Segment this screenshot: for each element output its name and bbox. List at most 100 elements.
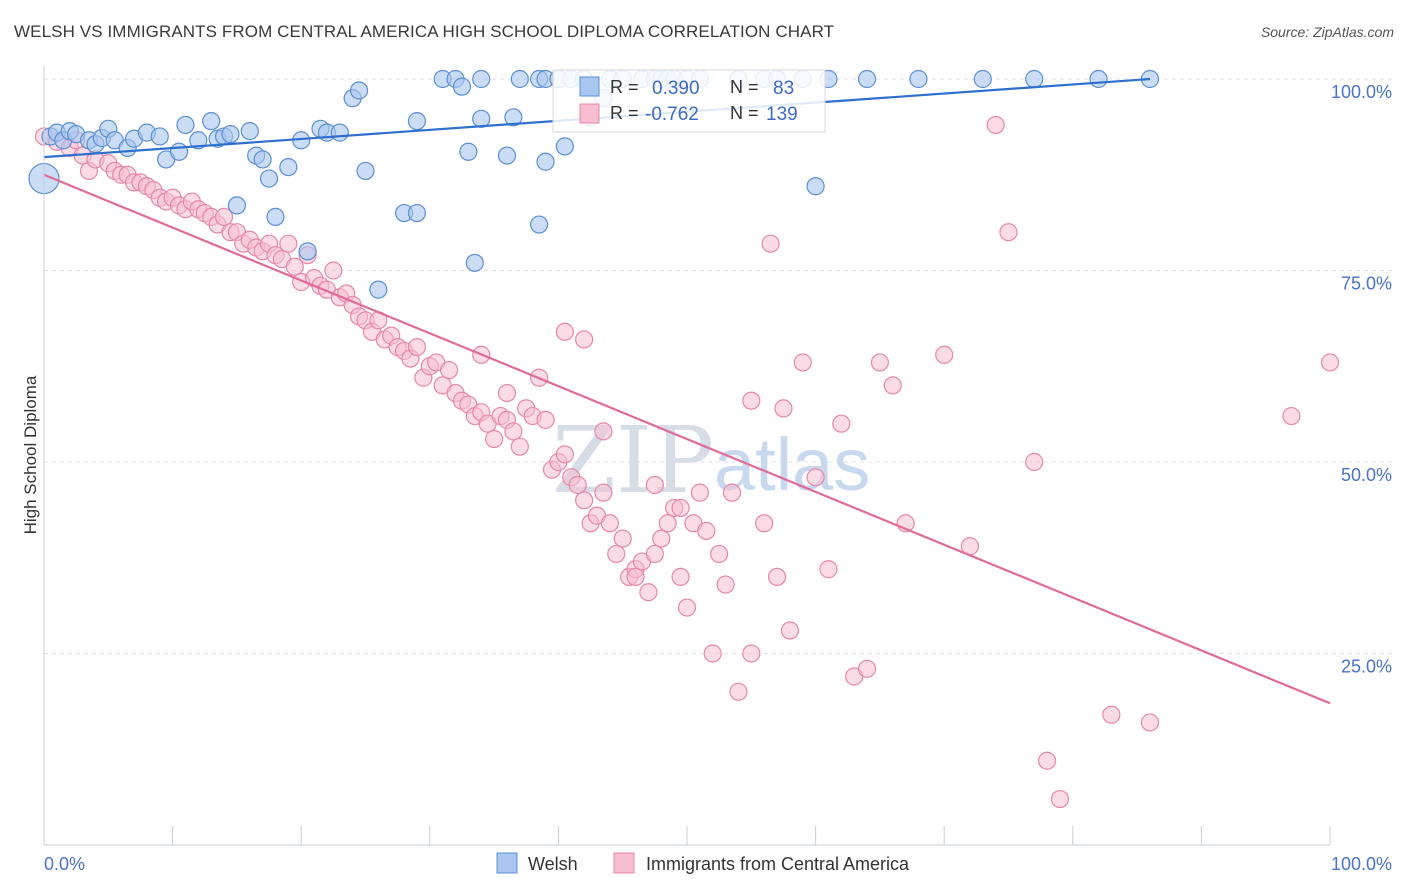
imm-point — [594, 483, 613, 502]
imm-point — [279, 234, 298, 253]
imm-point — [652, 529, 671, 548]
imm-point — [497, 383, 517, 403]
stats-imm-n-label: N = — [730, 103, 759, 123]
welsh-point — [240, 121, 259, 141]
imm-point — [677, 598, 697, 617]
imm-point — [1320, 353, 1340, 372]
imm-point — [722, 483, 742, 502]
legend-imm-label: Immigrants from Central America — [646, 854, 910, 874]
imm-point — [613, 529, 632, 548]
imm-point — [485, 429, 504, 449]
imm-point — [806, 468, 825, 487]
imm-point — [658, 514, 677, 533]
imm-point — [671, 498, 690, 518]
imm-point — [703, 644, 722, 663]
imm-point — [999, 223, 1018, 242]
welsh-point — [169, 142, 189, 161]
welsh-point — [369, 280, 388, 299]
welsh-point — [973, 69, 992, 89]
imm-point — [690, 483, 709, 502]
imm-point — [555, 445, 574, 464]
imm-point — [1037, 751, 1057, 770]
imm-point — [214, 207, 234, 226]
imm-point — [883, 376, 902, 395]
imm-point — [780, 621, 799, 640]
imm-point — [600, 514, 619, 533]
welsh-point — [253, 150, 272, 169]
imm-point — [774, 399, 793, 418]
imm-point — [607, 544, 626, 564]
stats-imm-n-value: 139 — [766, 104, 798, 125]
welsh-point — [452, 77, 472, 96]
legend-imm-swatch — [613, 852, 635, 874]
x-tick-label-max: 100.0% — [1331, 854, 1392, 874]
welsh-point — [1025, 69, 1044, 89]
y-tick-label: 75.0% — [1341, 274, 1392, 294]
x-tick-label-min: 0.0% — [44, 854, 85, 874]
imm-point — [568, 475, 587, 495]
imm-point — [767, 567, 787, 587]
imm-point — [536, 410, 555, 429]
imm-point — [626, 567, 645, 587]
welsh-point — [459, 142, 478, 161]
imm-point — [324, 261, 343, 280]
welsh-point — [806, 177, 825, 196]
imm-point — [407, 338, 427, 357]
imm-point — [594, 422, 613, 441]
imm-point — [729, 682, 748, 701]
stats-imm-r-value: -0.762 — [645, 104, 699, 125]
imm-point — [645, 475, 664, 495]
imm-point — [439, 360, 459, 380]
legend-welsh-swatch — [496, 852, 518, 874]
welsh-point — [266, 207, 285, 226]
welsh-point — [202, 112, 221, 131]
imm-point — [793, 353, 812, 372]
welsh-point — [472, 69, 491, 89]
welsh-point — [510, 69, 529, 89]
legend: Welsh Immigrants from Central America — [496, 852, 910, 874]
imm-point — [285, 257, 304, 276]
imm-point — [857, 659, 877, 678]
stats-welsh-swatch — [579, 76, 600, 97]
imm-point — [697, 521, 716, 541]
imm-point — [755, 514, 774, 533]
welsh-point — [259, 169, 279, 188]
imm-point — [716, 575, 735, 594]
stats-welsh-n-label: N = — [730, 77, 759, 97]
welsh-point — [497, 146, 517, 165]
imm-point — [1025, 452, 1044, 472]
stats-imm-r-label: R = — [610, 103, 639, 123]
stats-welsh-r-value: 0.390 — [652, 78, 700, 99]
legend-welsh-label: Welsh — [528, 854, 578, 874]
welsh-point — [909, 69, 928, 89]
y-tick-label: 100.0% — [1331, 82, 1392, 102]
imm-point — [504, 422, 523, 441]
welsh-point — [356, 161, 375, 181]
axes — [43, 66, 1331, 846]
welsh-point — [298, 242, 317, 261]
imm-point — [870, 353, 890, 372]
imm-point — [1282, 406, 1301, 426]
imm-point — [1050, 789, 1070, 809]
imm-point — [639, 583, 658, 602]
welsh-point — [221, 125, 240, 144]
welsh-point — [465, 253, 484, 272]
imm-point — [555, 322, 574, 341]
y-tick-label: 50.0% — [1341, 465, 1392, 485]
stats-box: R = 0.390 N = 83 R = -0.762 N = 139 — [552, 69, 826, 133]
welsh-point — [1089, 69, 1108, 89]
imm-point — [742, 644, 761, 663]
imm-point — [742, 391, 761, 410]
welsh-point — [555, 137, 574, 156]
imm-point — [761, 234, 780, 253]
imm-point — [510, 437, 529, 456]
welsh-point — [330, 123, 349, 142]
imm-point — [832, 414, 851, 433]
welsh-point — [279, 157, 298, 177]
chart-title: WELSH VS IMMIGRANTS FROM CENTRAL AMERICA… — [14, 22, 835, 41]
grid — [44, 78, 1392, 654]
imm-point — [1140, 713, 1160, 732]
imm-trend-line — [43, 173, 1331, 705]
welsh-point — [407, 112, 427, 131]
